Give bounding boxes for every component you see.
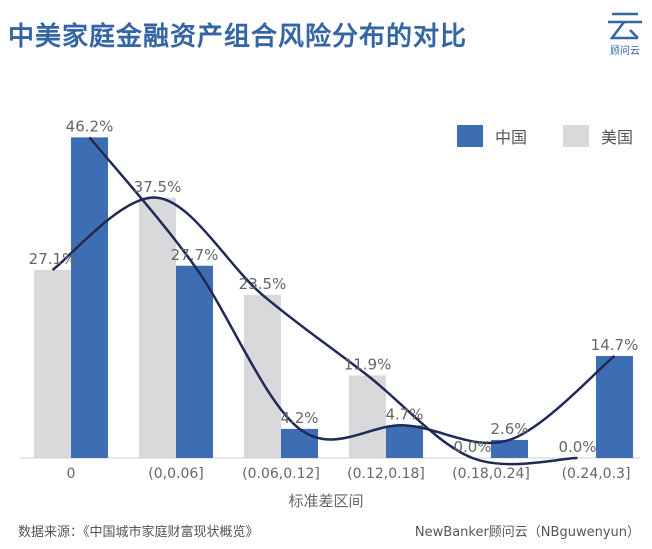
bar-usa-2 (244, 294, 281, 458)
credit-text: NewBanker顾问云（NBguwenyun） (414, 525, 640, 540)
legend-china-swatch (457, 125, 483, 147)
data-source: 数据来源：《中国城市家庭财富现状概览》 (18, 525, 259, 540)
data-label-usa-4: 0.0% (453, 438, 491, 456)
bar-china-1 (176, 265, 213, 458)
page-title: 中美家庭金融资产组合风险分布的对比 (8, 22, 468, 52)
data-label-china-2: 4.2% (280, 409, 318, 427)
bar-china-4 (491, 439, 528, 458)
x-tick-label-1: (0,0.06] (148, 466, 203, 482)
legend-china: 中国 (457, 124, 527, 148)
legend-usa-label: 美国 (601, 128, 634, 147)
bar-china-2 (281, 428, 318, 458)
data-label-china-0: 46.2% (66, 117, 114, 135)
data-label-china-4: 2.6% (490, 420, 528, 438)
x-tick-label-2: (0.06,0.12] (242, 466, 320, 482)
bar-china-3 (386, 425, 423, 458)
legend-usa: 美国 (563, 124, 633, 148)
bar-usa-0 (34, 269, 71, 458)
trend-line-china (88, 136, 616, 445)
x-tick-label-0: 0 (67, 466, 76, 482)
legend-usa-swatch (563, 125, 589, 147)
x-tick-label-3: (0.12,0.18] (347, 466, 425, 482)
data-label-china-5: 14.7% (591, 336, 639, 354)
data-label-usa-3: 11.9% (344, 355, 392, 373)
bar-usa-3 (349, 375, 386, 458)
bar-china-5 (596, 355, 633, 458)
data-label-usa-2: 23.5% (239, 275, 287, 293)
bar-usa-1 (139, 197, 176, 458)
logo-text: 顾问云 (610, 46, 640, 57)
data-label-usa-5: 0.0% (558, 438, 596, 456)
data-label-usa-0: 27.1% (29, 250, 77, 268)
data-label-china-1: 27.7% (171, 246, 219, 264)
data-label-china-3: 4.7% (385, 405, 423, 423)
trend-line-usa (51, 196, 578, 466)
legend-china-label: 中国 (495, 128, 528, 147)
cloud-logo-icon (608, 12, 642, 40)
bar-china-0 (71, 137, 108, 458)
x-axis-title: 标准差区间 (288, 492, 364, 510)
x-tick-label-5: (0.24,0.3] (562, 466, 631, 482)
data-label-usa-1: 37.5% (134, 178, 182, 196)
x-tick-label-4: (0.18,0.24] (452, 466, 530, 482)
